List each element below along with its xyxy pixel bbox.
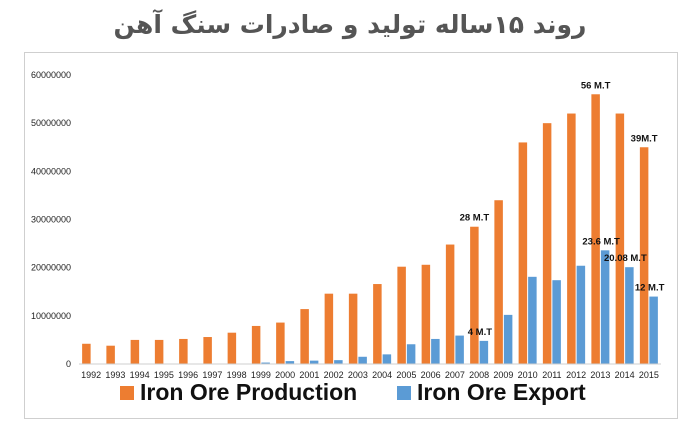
production-bar-2011 [542, 123, 552, 365]
plot-border [24, 52, 678, 419]
export-bar-2007 [455, 335, 464, 364]
y-tick-label: 60000000 [31, 70, 71, 80]
production-bar-2012 [567, 113, 576, 365]
production-bar-1992 [82, 343, 91, 364]
production-bar-2007 [445, 244, 455, 364]
production-bar-2015 [639, 147, 649, 364]
y-tick-label: 10000000 [31, 311, 71, 321]
data-label-2013-export: 23.6 M.T [582, 236, 620, 247]
data-labels: 56 M.T 39M.T 28 M.T 4 M.T 23.6 M.T 20.08 M.T 1… [460, 80, 665, 338]
y-tick-label: 20000000 [31, 263, 71, 273]
production-bar-2001 [300, 309, 309, 364]
export-bar-1999 [261, 362, 270, 364]
production-bar-1994 [130, 339, 140, 364]
production-bar-2013 [591, 94, 600, 365]
production-bar-1999 [251, 325, 261, 364]
x-tick-label: 2014 [615, 370, 635, 380]
production-bar-2004 [373, 284, 382, 364]
x-tick-label: 2010 [518, 370, 538, 380]
x-tick-label: 2003 [348, 370, 368, 380]
production-bar-1995 [154, 339, 164, 364]
export-bar-2004 [382, 354, 392, 364]
x-tick-label: 2011 [542, 370, 561, 380]
x-tick-label: 1998 [227, 370, 247, 380]
production-bar-2003 [348, 293, 358, 364]
export-bar-2014 [625, 267, 634, 364]
export-bar-2002 [334, 360, 343, 364]
x-tick-label: 1993 [105, 370, 125, 380]
x-tick-label: 1992 [81, 370, 101, 380]
data-label-2008-export: 4 M.T [468, 327, 492, 338]
x-tick-label: 1995 [154, 370, 174, 380]
production-bar-2000 [276, 322, 285, 364]
data-label-2013-production: 56 M.T [581, 80, 611, 91]
x-tick-label: 1994 [130, 370, 150, 380]
x-tick-label: 2012 [566, 370, 586, 380]
export-legend-label: Iron Ore Export [417, 379, 586, 405]
x-tick-label: 2006 [421, 370, 441, 380]
legend: Iron Ore Production Iron Ore Export [120, 379, 586, 405]
production-bar-2008 [470, 226, 479, 364]
bars [82, 94, 658, 365]
data-label-2015-export: 12 M.T [635, 283, 665, 294]
production-bar-1996 [179, 338, 188, 364]
y-tick-label: 50000000 [31, 118, 71, 128]
export-bar-2010 [528, 276, 537, 364]
data-label-2015-production: 39M.T [631, 133, 658, 144]
y-tick-label: 30000000 [31, 215, 71, 225]
production-bar-2014 [615, 113, 625, 365]
production-bar-1997 [203, 337, 212, 364]
x-tick-label: 2001 [299, 370, 319, 380]
x-axis: 1992 1993 1994 1995 1996 1997 1998 1999 2000 2001… [79, 363, 661, 380]
export-bar-2009 [503, 314, 513, 364]
export-bar-2006 [431, 338, 440, 364]
x-tick-label: 1996 [178, 370, 198, 380]
production-bar-2006 [421, 264, 431, 364]
x-tick-label: 2008 [469, 370, 489, 380]
x-tick-label: 2005 [396, 370, 416, 380]
x-tick-label: 2002 [324, 370, 344, 380]
x-tick-label: 1997 [202, 370, 222, 380]
production-bar-2005 [397, 266, 406, 364]
x-tick-label: 2009 [493, 370, 513, 380]
x-tick-label: 2007 [445, 370, 465, 380]
production-bar-2010 [518, 142, 528, 364]
x-tick-label: 2000 [275, 370, 295, 380]
x-tick-label: 1999 [251, 370, 271, 380]
export-bar-2003 [358, 356, 367, 364]
x-tick-label: 2015 [639, 370, 659, 380]
export-bar-2000 [285, 361, 295, 364]
y-tick-label: 40000000 [31, 166, 71, 176]
production-bar-2009 [494, 200, 503, 364]
export-bar-2012 [576, 265, 586, 364]
production-legend-swatch [120, 386, 134, 400]
data-label-2014-export: 20.08 M.T [604, 253, 647, 264]
export-bar-2008 [479, 340, 489, 364]
data-label-2008-production: 28 M.T [460, 213, 490, 224]
chart-title: روند ۱۵ساله تولید و صادرات سنگ آهن [113, 10, 587, 39]
y-tick-label: 0 [66, 359, 71, 369]
export-bar-2011 [552, 280, 561, 364]
production-bar-1993 [106, 345, 115, 364]
export-bar-2013 [600, 250, 610, 364]
x-tick-label: 2013 [590, 370, 610, 380]
y-axis: 0 10000000 20000000 30000000 40000000 5000000… [31, 70, 71, 369]
production-bar-2002 [324, 293, 334, 364]
export-bar-2005 [406, 344, 416, 364]
export-bar-2001 [309, 360, 319, 364]
production-bar-1998 [227, 332, 237, 364]
export-bar-2015 [649, 296, 658, 364]
x-tick-label: 2004 [372, 370, 392, 380]
production-legend-label: Iron Ore Production [140, 379, 357, 405]
export-legend-swatch [397, 386, 411, 400]
